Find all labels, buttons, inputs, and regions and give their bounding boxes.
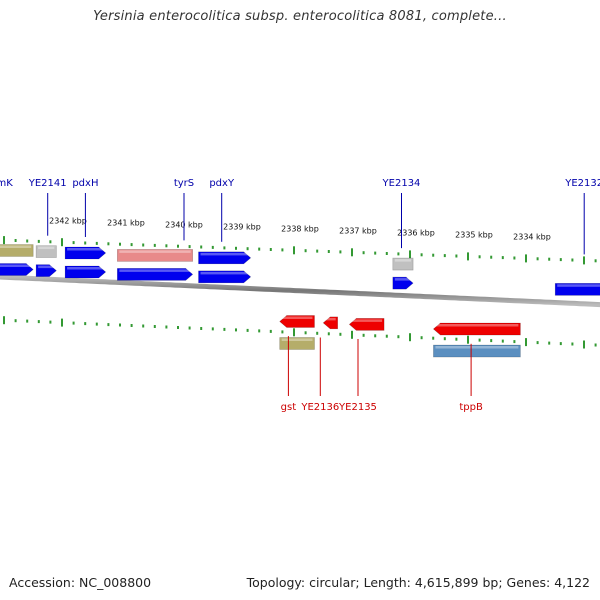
gene-pdxH[interactable] bbox=[64, 246, 107, 260]
gene-tppB-outer-shape bbox=[433, 344, 521, 358]
accession-text: Accession: NC_008800 bbox=[9, 575, 152, 590]
gene-YE2134-cds[interactable] bbox=[392, 276, 414, 290]
gene-tyrS-cds-shape bbox=[117, 268, 194, 281]
scale-label: 2335 kbp bbox=[455, 231, 493, 240]
scale-label: 2338 kbp bbox=[281, 225, 319, 234]
gene-tppB[interactable] bbox=[432, 322, 521, 336]
genome-summary-text: Topology: circular; Length: 4,615,899 bp… bbox=[246, 575, 590, 590]
gene-YE2135-label: YE2135 bbox=[338, 402, 377, 413]
gene-tyrS-cds[interactable] bbox=[117, 268, 194, 281]
feature-labels: 2342 kbp 2341 kbp 2340 kbp 2339 kbp 2338 kbp… bbox=[0, 178, 600, 413]
backbone-line bbox=[0, 274, 600, 308]
gene-gst-highlight bbox=[281, 316, 313, 319]
gene-YE2134-shape bbox=[392, 257, 414, 271]
gene-tyrS-label: tyrS bbox=[174, 178, 194, 189]
gene-YE2136-label: YE2136 bbox=[300, 402, 339, 413]
gene-pdxH-highlight bbox=[67, 248, 104, 251]
gene-YE2136-highlight bbox=[325, 317, 336, 321]
gene-tppB-shape bbox=[432, 322, 521, 336]
gene-YE2134-cds-shape bbox=[392, 276, 414, 290]
gene-tyrS[interactable] bbox=[117, 249, 193, 262]
gene-gst-shape bbox=[279, 315, 315, 328]
gene-anmK-highlight bbox=[0, 245, 32, 248]
gene-YE2132-label: YE2132 bbox=[564, 178, 600, 189]
gene-YE2141-cds[interactable] bbox=[35, 264, 57, 277]
gene-YE2134[interactable] bbox=[392, 257, 414, 271]
gene-YE2136-shape bbox=[322, 316, 339, 330]
gene-YE2141-highlight bbox=[38, 246, 55, 250]
gene-gst-outer-highlight bbox=[281, 338, 313, 341]
gene-YE2132-highlight bbox=[557, 284, 600, 287]
scale-label: 2337 kbp bbox=[339, 227, 377, 236]
gene-anmK-label: anmK bbox=[0, 178, 13, 189]
gene-YE2132-shape bbox=[554, 283, 600, 296]
gene-YE2134-highlight bbox=[394, 259, 412, 262]
gene-tppB-highlight bbox=[435, 324, 519, 327]
gene-YE2141-shape bbox=[35, 245, 57, 258]
gene-pdxH-cds-shape bbox=[64, 265, 107, 279]
scale-label: 2341 kbp bbox=[107, 218, 145, 227]
map-title: Yersinia enterocolitica subsp. enterocol… bbox=[93, 9, 507, 24]
gene-gst-label: gst bbox=[281, 402, 297, 413]
gene-anmK-cds-shape bbox=[0, 263, 34, 276]
scale-label: 2336 kbp bbox=[397, 229, 435, 238]
gene-pdxH-cds[interactable] bbox=[64, 265, 107, 279]
gene-tyrS-cds-highlight bbox=[119, 269, 191, 272]
gene-YE2141-cds-highlight bbox=[38, 265, 55, 269]
gene-YE2134-cds-highlight bbox=[394, 278, 412, 281]
gene-pdxY-shape bbox=[198, 251, 252, 265]
gene-YE2136[interactable] bbox=[322, 316, 339, 330]
gene-pdxY-cds-highlight bbox=[200, 271, 249, 275]
gene-tppB-outer[interactable] bbox=[433, 344, 521, 358]
gene-YE2141-cds-shape bbox=[35, 264, 57, 277]
gene-tppB-label: tppB bbox=[459, 402, 483, 413]
gene-anmK-cds-highlight bbox=[0, 264, 32, 267]
gene-tyrS-shape bbox=[117, 249, 193, 262]
gene-anmK-cds[interactable] bbox=[0, 263, 34, 276]
gene-YE2134-label: YE2134 bbox=[382, 178, 421, 189]
gene-anmK[interactable] bbox=[0, 244, 34, 257]
gene-pdxH-cds-highlight bbox=[67, 267, 104, 270]
genome-backbone bbox=[0, 274, 600, 308]
gene-pdxY-label: pdxY bbox=[209, 178, 235, 189]
gene-anmK-shape bbox=[0, 244, 34, 257]
gene-gst[interactable] bbox=[279, 315, 315, 328]
gene-YE2132[interactable] bbox=[554, 283, 600, 296]
gene-YE2135-highlight bbox=[351, 319, 383, 322]
gene-pdxY[interactable] bbox=[198, 251, 252, 265]
gene-YE2141[interactable] bbox=[35, 245, 57, 258]
feature-tracks[interactable] bbox=[0, 244, 600, 358]
gene-pdxH-shape bbox=[64, 246, 107, 260]
scale-label: 2339 kbp bbox=[223, 223, 261, 232]
gene-YE2135[interactable] bbox=[348, 318, 385, 331]
gene-YE2141-label: YE2141 bbox=[28, 178, 67, 189]
scale-label: 2334 kbp bbox=[513, 233, 551, 242]
gene-tyrS-highlight bbox=[119, 250, 191, 253]
gene-gst-outer[interactable] bbox=[279, 337, 315, 350]
gene-tppB-outer-highlight bbox=[435, 346, 519, 349]
gene-pdxY-cds-shape bbox=[198, 270, 252, 284]
gene-pdxH-label: pdxH bbox=[72, 178, 98, 189]
scale-ticks bbox=[3, 236, 597, 349]
gene-pdxY-cds[interactable] bbox=[198, 270, 252, 284]
scale-label: 2342 kbp bbox=[49, 216, 87, 225]
gene-pdxY-highlight bbox=[200, 252, 249, 256]
gene-YE2135-shape bbox=[348, 318, 385, 331]
